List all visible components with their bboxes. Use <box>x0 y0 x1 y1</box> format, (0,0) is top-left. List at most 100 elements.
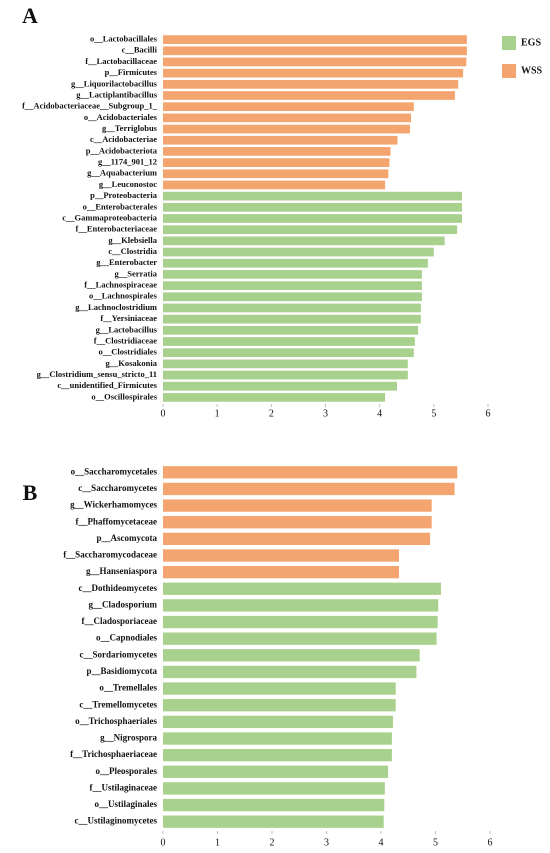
category-label: o__Tremellales <box>99 683 157 693</box>
bar <box>163 191 462 201</box>
category-label: c__Dothideomycetes <box>79 583 158 593</box>
category-label: g__Liquorilactobacillus <box>71 78 158 88</box>
legend-swatch <box>502 36 516 50</box>
bar <box>163 798 385 812</box>
category-label: g__Terriglobus <box>102 123 158 133</box>
bar <box>163 180 386 190</box>
bar <box>163 236 445 246</box>
x-tick-label: 0 <box>161 408 166 419</box>
bar <box>163 102 414 112</box>
x-tick-label: 4 <box>379 837 384 848</box>
bar <box>163 765 389 778</box>
bar <box>163 715 393 729</box>
category-label: g__Enterobacter <box>96 257 157 267</box>
bar <box>163 325 419 335</box>
x-tick-label: 5 <box>433 837 438 848</box>
bar <box>163 46 467 56</box>
category-label: o__Oscillospirales <box>91 391 157 401</box>
bar <box>163 532 431 546</box>
bar <box>163 258 428 268</box>
panel-label: B <box>23 480 38 505</box>
category-label: p__Ascomycota <box>97 533 158 543</box>
category-label: f__Clostridiaceae <box>94 335 157 345</box>
panel-label: A <box>22 3 38 28</box>
category-label: g__Lachnoclostridium <box>75 302 157 312</box>
x-tick-label: 1 <box>215 408 220 419</box>
category-label: g__Clostridium_sensu_stricto_11 <box>37 369 157 379</box>
bar <box>163 393 386 402</box>
category-label: o__Trichosphaeriales <box>75 716 157 726</box>
bar <box>163 815 384 828</box>
category-label: o__Clostridiales <box>98 347 157 357</box>
category-label: g__1174_901_12 <box>98 157 157 167</box>
bar <box>163 582 441 595</box>
legend-label: EGS <box>521 37 541 48</box>
category-label: o__Acidobacteriales <box>84 112 158 122</box>
category-label: f__Acidobacteriaceae__Subgroup_1_ <box>22 101 158 111</box>
category-label: g__Serratia <box>115 268 158 278</box>
category-label: c__Gammaproteobacteria <box>62 212 157 222</box>
x-tick-label: 2 <box>269 408 274 419</box>
bar <box>163 748 392 762</box>
bar <box>163 202 462 212</box>
bar <box>163 370 408 380</box>
bar <box>163 381 397 391</box>
category-label: c__Bacilli <box>122 45 158 55</box>
bar <box>163 482 455 496</box>
bar <box>163 565 399 579</box>
bar <box>163 292 422 302</box>
bar <box>163 225 458 235</box>
bar <box>163 682 396 695</box>
bar <box>163 337 415 346</box>
bar <box>163 35 467 44</box>
bar <box>163 214 462 223</box>
bar <box>163 782 385 795</box>
category-label: f__Lactobacillaceae <box>85 56 157 66</box>
bar <box>163 615 438 629</box>
bar <box>163 91 455 100</box>
x-tick-label: 2 <box>270 837 275 848</box>
category-label: p__Firmicutes <box>105 67 158 77</box>
category-label: o__Pleosporales <box>96 766 158 776</box>
bar <box>163 281 422 290</box>
category-label: f__Trichosphaeriaceae <box>70 749 157 759</box>
category-label: o__Saccharomycetales <box>71 466 158 476</box>
category-label: o__Lachnospirales <box>89 291 158 301</box>
bar <box>163 649 420 662</box>
category-label: f__Saccharomycodaceae <box>63 550 157 560</box>
bar <box>163 314 421 324</box>
category-label: o__Lactobacillales <box>90 34 158 44</box>
category-label: g__Aquabacterium <box>87 168 157 178</box>
category-label: o__Ustilaginales <box>94 799 157 809</box>
legend-swatch <box>502 64 516 78</box>
bar <box>163 57 467 67</box>
bar <box>163 68 464 78</box>
bar <box>163 158 390 167</box>
x-tick-label: 5 <box>431 408 436 419</box>
category-label: f__Cladosporiaceae <box>82 616 158 626</box>
x-tick-label: 6 <box>488 837 493 848</box>
bar <box>163 665 417 679</box>
category-label: c__Sordariomycetes <box>80 649 158 659</box>
category-label: g__Klebsiella <box>108 235 157 245</box>
bar <box>163 466 458 479</box>
bar <box>163 169 389 179</box>
bar <box>163 247 434 257</box>
category-label: f__Lachnospiraceae <box>84 280 157 290</box>
category-label: c__Clostridia <box>108 246 157 256</box>
category-label: c__Tremellomycetes <box>79 699 157 709</box>
bar <box>163 699 396 712</box>
category-label: f__Phaffomycetaceae <box>76 516 157 526</box>
legend-label: WSS <box>521 65 543 76</box>
category-label: p__Basidiomycota <box>86 666 157 676</box>
bar <box>163 348 414 358</box>
category-label: g__Cladosporium <box>88 599 157 609</box>
category-label: g__Lactobacillus <box>96 324 158 334</box>
category-label: g__Leuconostoc <box>99 179 157 189</box>
category-label: g__Lactiplantibacillus <box>76 89 157 99</box>
x-tick-label: 1 <box>215 837 220 848</box>
x-tick-label: 0 <box>161 837 166 848</box>
category-label: c__Ustilaginomycetes <box>75 816 158 826</box>
bar <box>163 303 421 313</box>
